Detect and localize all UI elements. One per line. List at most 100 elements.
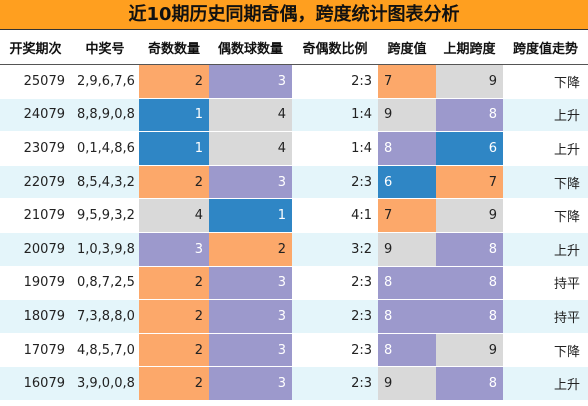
cell-prev-span: 8 xyxy=(436,232,503,267)
cell-prev-span: 9 xyxy=(436,198,503,233)
cell-period: 25079 xyxy=(0,64,71,99)
cell-even-count: 3 xyxy=(209,333,292,368)
table-row: 16079 3,9,0,0,8 2 3 2:3 9 8 上升 xyxy=(0,366,588,401)
cell-span: 9 xyxy=(378,232,436,267)
cell-span: 8 xyxy=(378,333,436,368)
cell-trend: 上升 xyxy=(503,131,588,166)
cell-period: 20079 xyxy=(0,232,71,267)
cell-prev-span: 8 xyxy=(436,366,503,401)
cell-ratio: 2:3 xyxy=(292,366,378,401)
cell-trend: 持平 xyxy=(503,266,588,301)
page-title: 近10期历史同期奇偶，跨度统计图表分析 xyxy=(0,0,588,30)
cell-trend: 上升 xyxy=(503,98,588,133)
cell-numbers: 1,0,3,9,8 xyxy=(71,232,139,267)
table-row: 17079 4,8,5,7,0 2 3 2:3 8 9 下降 xyxy=(0,333,588,368)
cell-numbers: 9,5,9,3,2 xyxy=(71,198,139,233)
cell-odd-count: 2 xyxy=(139,299,209,334)
cell-odd-count: 1 xyxy=(139,98,209,133)
cell-ratio: 2:3 xyxy=(292,165,378,200)
header-row: 开奖期次 中奖号 奇数数量 偶数球数量 奇偶数比例 跨度值 上期跨度 跨度值走势 xyxy=(0,30,588,65)
cell-numbers: 0,8,7,2,5 xyxy=(71,266,139,301)
cell-numbers: 4,8,5,7,0 xyxy=(71,333,139,368)
header-span: 跨度值 xyxy=(378,30,436,65)
cell-span: 8 xyxy=(378,266,436,301)
cell-period: 16079 xyxy=(0,366,71,401)
cell-period: 22079 xyxy=(0,165,71,200)
header-ratio: 奇偶数比例 xyxy=(292,30,378,65)
cell-period: 19079 xyxy=(0,266,71,301)
header-trend: 跨度值走势 xyxy=(503,30,588,65)
table-row: 18079 7,3,8,8,0 2 3 2:3 8 8 持平 xyxy=(0,299,588,334)
cell-numbers: 0,1,4,8,6 xyxy=(71,131,139,166)
table-row: 25079 2,9,6,7,6 2 3 2:3 7 9 下降 xyxy=(0,64,588,99)
table-body: 25079 2,9,6,7,6 2 3 2:3 7 9 下降 24079 8,8,9,0,8 1 4 1… xyxy=(0,64,588,401)
cell-span: 8 xyxy=(378,299,436,334)
cell-prev-span: 8 xyxy=(436,98,503,133)
stats-table: 开奖期次 中奖号 奇数数量 偶数球数量 奇偶数比例 跨度值 上期跨度 跨度值走势… xyxy=(0,30,588,401)
cell-period: 18079 xyxy=(0,299,71,334)
cell-even-count: 3 xyxy=(209,299,292,334)
cell-span: 8 xyxy=(378,131,436,166)
table-row: 20079 1,0,3,9,8 3 2 3:2 9 8 上升 xyxy=(0,232,588,267)
cell-even-count: 3 xyxy=(209,64,292,99)
cell-ratio: 3:2 xyxy=(292,232,378,267)
cell-ratio: 2:3 xyxy=(292,266,378,301)
cell-prev-span: 8 xyxy=(436,266,503,301)
cell-ratio: 2:3 xyxy=(292,299,378,334)
cell-prev-span: 9 xyxy=(436,64,503,99)
cell-numbers: 7,3,8,8,0 xyxy=(71,299,139,334)
cell-span: 7 xyxy=(378,64,436,99)
cell-even-count: 1 xyxy=(209,198,292,233)
table-row: 19079 0,8,7,2,5 2 3 2:3 8 8 持平 xyxy=(0,266,588,301)
cell-trend: 上升 xyxy=(503,232,588,267)
cell-span: 9 xyxy=(378,366,436,401)
cell-trend: 下降 xyxy=(503,64,588,99)
cell-span: 9 xyxy=(378,98,436,133)
cell-odd-count: 2 xyxy=(139,165,209,200)
cell-odd-count: 2 xyxy=(139,266,209,301)
cell-ratio: 2:3 xyxy=(292,64,378,99)
cell-trend: 上升 xyxy=(503,366,588,401)
cell-ratio: 2:3 xyxy=(292,333,378,368)
cell-span: 6 xyxy=(378,165,436,200)
cell-even-count: 2 xyxy=(209,232,292,267)
cell-even-count: 3 xyxy=(209,266,292,301)
cell-ratio: 1:4 xyxy=(292,131,378,166)
cell-odd-count: 1 xyxy=(139,131,209,166)
cell-trend: 下降 xyxy=(503,165,588,200)
cell-odd-count: 3 xyxy=(139,232,209,267)
cell-numbers: 8,5,4,3,2 xyxy=(71,165,139,200)
cell-prev-span: 6 xyxy=(436,131,503,166)
cell-period: 23079 xyxy=(0,131,71,166)
cell-odd-count: 4 xyxy=(139,198,209,233)
table-row: 21079 9,5,9,3,2 4 1 4:1 7 9 下降 xyxy=(0,198,588,233)
cell-odd-count: 2 xyxy=(139,333,209,368)
cell-period: 24079 xyxy=(0,98,71,133)
cell-trend: 下降 xyxy=(503,333,588,368)
cell-even-count: 3 xyxy=(209,165,292,200)
cell-numbers: 2,9,6,7,6 xyxy=(71,64,139,99)
cell-odd-count: 2 xyxy=(139,64,209,99)
cell-period: 17079 xyxy=(0,333,71,368)
table-row: 23079 0,1,4,8,6 1 4 1:4 8 6 上升 xyxy=(0,131,588,166)
cell-span: 7 xyxy=(378,198,436,233)
cell-prev-span: 8 xyxy=(436,299,503,334)
header-prev-span: 上期跨度 xyxy=(436,30,503,65)
header-even-count: 偶数球数量 xyxy=(209,30,292,65)
cell-trend: 持平 xyxy=(503,299,588,334)
cell-even-count: 3 xyxy=(209,366,292,401)
header-odd-count: 奇数数量 xyxy=(139,30,209,65)
cell-ratio: 4:1 xyxy=(292,198,378,233)
cell-numbers: 3,9,0,0,8 xyxy=(71,366,139,401)
header-numbers: 中奖号 xyxy=(71,30,139,65)
cell-numbers: 8,8,9,0,8 xyxy=(71,98,139,133)
table-row: 22079 8,5,4,3,2 2 3 2:3 6 7 下降 xyxy=(0,165,588,200)
table-row: 24079 8,8,9,0,8 1 4 1:4 9 8 上升 xyxy=(0,98,588,133)
cell-ratio: 1:4 xyxy=(292,98,378,133)
cell-trend: 下降 xyxy=(503,198,588,233)
cell-odd-count: 2 xyxy=(139,366,209,401)
cell-prev-span: 7 xyxy=(436,165,503,200)
cell-period: 21079 xyxy=(0,198,71,233)
header-period: 开奖期次 xyxy=(0,30,71,65)
cell-prev-span: 9 xyxy=(436,333,503,368)
